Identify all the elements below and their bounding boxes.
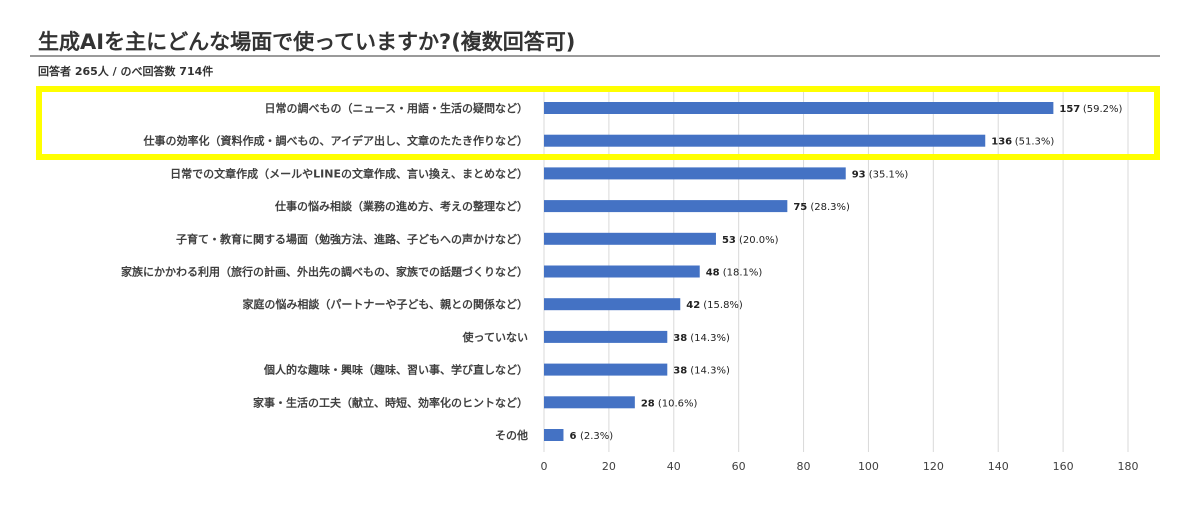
category-label: 仕事の効率化（資料作成・調べもの、アイデア出し、文章のたたき作りなど）	[143, 134, 528, 148]
percent-label: (35.1%)	[869, 169, 909, 180]
title-divider	[30, 55, 1160, 57]
bar	[544, 167, 846, 180]
x-tick-label: 0	[541, 460, 548, 473]
percent-label: (14.3%)	[690, 366, 730, 377]
x-tick-label: 20	[602, 460, 616, 473]
value-label: 53	[722, 235, 736, 246]
value-label: 157	[1059, 104, 1080, 115]
category-label: 日常での文章作成（メールやLINEの文章作成、言い換え、まとめなど）	[170, 166, 528, 180]
x-tick-label: 100	[858, 460, 879, 473]
bar	[544, 200, 788, 213]
category-label: その他	[495, 428, 528, 442]
x-tick-label: 160	[1053, 460, 1074, 473]
value-label: 42	[686, 300, 700, 311]
x-tick-label: 140	[988, 460, 1009, 473]
percent-label: (10.6%)	[658, 398, 698, 409]
percent-label: (14.3%)	[690, 333, 730, 344]
value-label: 28	[641, 398, 655, 409]
category-label: 家庭の悩み相談（パートナーや子ども、親との関係など）	[242, 297, 528, 311]
category-label: 使っていない	[462, 330, 528, 344]
x-tick-label: 60	[732, 460, 746, 473]
percent-label: (28.3%)	[810, 202, 850, 213]
value-label: 75	[793, 202, 807, 213]
x-tick-label: 40	[667, 460, 681, 473]
bar	[544, 232, 716, 245]
category-label: 仕事の悩み相談（業務の進め方、考えの整理など）	[274, 199, 528, 213]
value-label: 136	[991, 137, 1012, 148]
bar	[544, 429, 564, 441]
bar	[544, 396, 635, 409]
category-label: 家族にかかわる利用（旅行の計画、外出先の調べもの、家族での話題づくりなど）	[121, 265, 528, 279]
value-label: 38	[673, 366, 687, 377]
percent-label: (59.2%)	[1083, 104, 1123, 115]
percent-label: (15.8%)	[703, 300, 743, 311]
bar	[544, 298, 681, 311]
category-label: 個人的な趣味・興味（趣味、習い事、学び直しなど）	[263, 363, 528, 377]
value-label: 38	[673, 333, 687, 344]
percent-label: (2.3%)	[580, 431, 613, 442]
value-label: 6	[569, 431, 576, 442]
value-label: 48	[706, 268, 720, 279]
bar	[544, 265, 700, 278]
bar	[544, 134, 986, 147]
bar	[544, 363, 668, 376]
category-label: 子育て・教育に関する場面（勉強方法、進路、子どもへの声かけなど）	[176, 232, 528, 246]
bar	[544, 102, 1054, 114]
x-tick-label: 120	[923, 460, 944, 473]
category-label: 日常の調べもの（ニュース・用語・生活の疑問など）	[265, 101, 528, 115]
value-label: 93	[852, 169, 866, 180]
percent-label: (18.1%)	[723, 268, 763, 279]
percent-label: (51.3%)	[1015, 137, 1055, 148]
x-tick-label: 80	[797, 460, 811, 473]
percent-label: (20.0%)	[739, 235, 779, 246]
bar	[544, 330, 668, 343]
highlight-box	[36, 86, 1160, 160]
category-label: 家事・生活の工夫（献立、時短、効率化のヒントなど）	[253, 395, 528, 409]
chart-subtitle: 回答者 265人 / のべ回答数 714件	[38, 65, 214, 78]
chart-title: 生成AIを主にどんな場面で使っていますか?(複数回答可)	[38, 30, 576, 54]
x-tick-label: 180	[1118, 460, 1139, 473]
